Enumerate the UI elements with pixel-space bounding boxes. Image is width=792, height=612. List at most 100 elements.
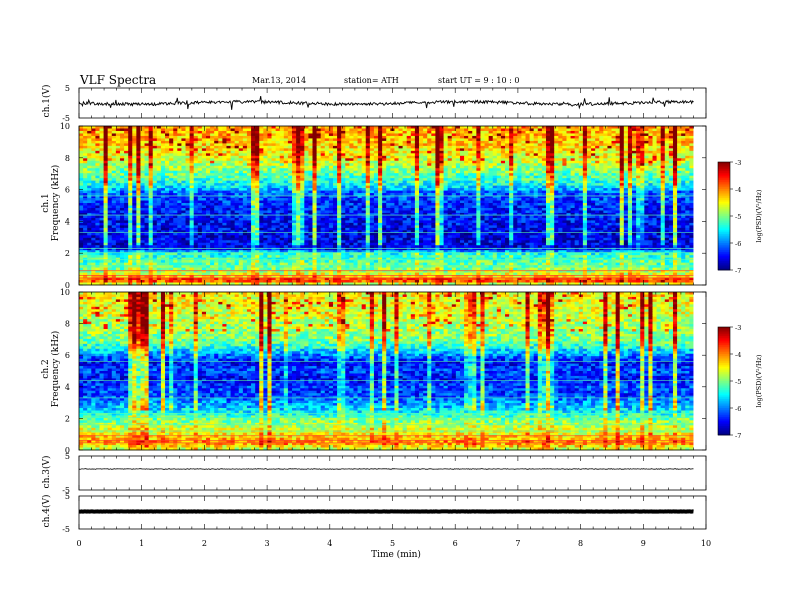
spectrogram-cell: [496, 126, 502, 129]
spectrogram-cell: [574, 126, 580, 129]
spectrogram-cell: [345, 148, 350, 152]
spectrogram-cell: [668, 188, 674, 191]
spectrogram-cell: [357, 188, 363, 191]
spectrogram-cell: [447, 145, 453, 149]
spectrogram-cell: [476, 203, 481, 206]
spectrogram-cell: [300, 193, 305, 196]
spectrogram-cell: [287, 126, 293, 129]
spectrogram-cell: [656, 163, 662, 167]
spectrogram-cell: [414, 170, 420, 174]
spectrogram-cell: [607, 198, 612, 201]
spectrogram-cell: [443, 135, 449, 139]
spectrogram-cell: [160, 170, 166, 174]
spectrogram-cell: [99, 175, 104, 179]
spectrogram-cell: [603, 163, 608, 167]
spectrogram-cell: [570, 143, 576, 147]
spectrogram-cell: [488, 203, 494, 206]
spectrogram-cell: [619, 140, 625, 144]
spectrogram-cell: [455, 190, 461, 194]
spectrogram-cell: [341, 195, 346, 199]
spectrogram-cell: [591, 190, 596, 194]
spectrogram-cell: [382, 145, 387, 149]
spectrogram-cell: [365, 203, 371, 206]
spectrogram-cell: [685, 150, 690, 154]
spectrogram-cell: [648, 150, 653, 154]
spectrogram-cell: [656, 168, 662, 172]
spectrogram-cell: [586, 145, 592, 149]
spectrogram-cell: [632, 126, 637, 129]
spectrogram-cell: [472, 133, 477, 137]
spectrogram-cell: [197, 170, 203, 174]
spectrogram-cell: [521, 198, 526, 201]
spectrogram-cell: [119, 207, 125, 211]
spectrogram-cell: [574, 198, 580, 201]
spectrogram-cell: [632, 183, 637, 187]
spectrogram-cell: [91, 133, 96, 137]
spectrogram-cell: [619, 126, 625, 129]
spectrogram-cell: [345, 143, 350, 147]
spectrogram-cell: [312, 130, 317, 134]
spectrogram-cell: [152, 155, 158, 159]
spectrogram-cell: [607, 190, 612, 194]
spectrogram-cell: [464, 126, 469, 129]
spectrogram-cell: [648, 170, 653, 174]
spectrogram-cell: [603, 153, 608, 157]
spectrogram-cell: [550, 133, 555, 137]
spectrogram-cell: [242, 200, 248, 204]
spectrogram-cell: [677, 163, 682, 167]
spectrogram-cell: [378, 128, 383, 132]
spectrogram-cell: [459, 183, 465, 187]
spectrogram-cell: [615, 138, 621, 142]
spectrogram-cell: [201, 203, 207, 206]
spectrogram-cell: [427, 140, 432, 144]
spectrogram-cell: [124, 158, 129, 162]
spectrogram-cell: [246, 165, 252, 169]
spectrogram-cell: [341, 135, 346, 139]
spectrogram-cell: [263, 135, 268, 139]
spectrogram-cell: [345, 178, 350, 182]
spectrogram-cell: [271, 135, 277, 139]
spectrogram-cell: [365, 165, 371, 169]
spectrogram-cell: [230, 188, 236, 191]
spectrogram-cell: [369, 145, 375, 149]
spectrogram-cell: [451, 160, 457, 164]
spectrogram-cell: [369, 193, 375, 196]
spectrogram-cell: [119, 165, 125, 169]
spectrogram-cell: [222, 178, 227, 182]
spectrogram-cell: [681, 128, 686, 132]
spectrogram-cell: [287, 195, 293, 199]
spectrogram-cell: [185, 205, 191, 209]
spectrogram-cell: [312, 145, 317, 149]
spectrogram-cell: [332, 143, 338, 147]
spectrogram-cell: [648, 198, 653, 201]
spectrogram-cell: [398, 143, 404, 147]
spectrogram-cell: [632, 155, 637, 159]
spectrogram-cell: [586, 180, 592, 184]
spectrogram-cell: [402, 138, 408, 142]
spectrogram-cell: [488, 143, 494, 147]
spectrogram-cell: [324, 158, 330, 162]
spectrogram-cell: [79, 145, 84, 149]
spectrogram-cell: [234, 200, 240, 204]
spectrogram-cell: [533, 175, 539, 179]
spectrogram-cell: [349, 150, 354, 154]
spectrogram-cell: [611, 193, 617, 196]
spectrogram-cell: [386, 205, 391, 209]
spectrogram-cell: [197, 198, 203, 201]
spectrogram-cell: [648, 153, 653, 157]
spectrogram-cell: [312, 205, 317, 209]
spectrogram-cell: [201, 160, 207, 164]
spectrogram-cell: [480, 175, 485, 179]
spectrogram-cell: [603, 205, 608, 209]
spectrogram-cell: [615, 128, 621, 132]
spectrogram-cell: [373, 155, 379, 159]
spectrogram-cell: [451, 195, 457, 199]
spectrogram-cell: [337, 205, 342, 209]
spectrogram-cell: [328, 175, 334, 179]
spectrogram-cell: [541, 203, 547, 206]
spectrogram-cell: [79, 178, 84, 182]
spectrogram-cell: [468, 165, 473, 169]
spectrogram-cell: [165, 190, 170, 194]
spectrogram-cell: [304, 140, 309, 144]
spectrogram-cell: [574, 135, 580, 139]
